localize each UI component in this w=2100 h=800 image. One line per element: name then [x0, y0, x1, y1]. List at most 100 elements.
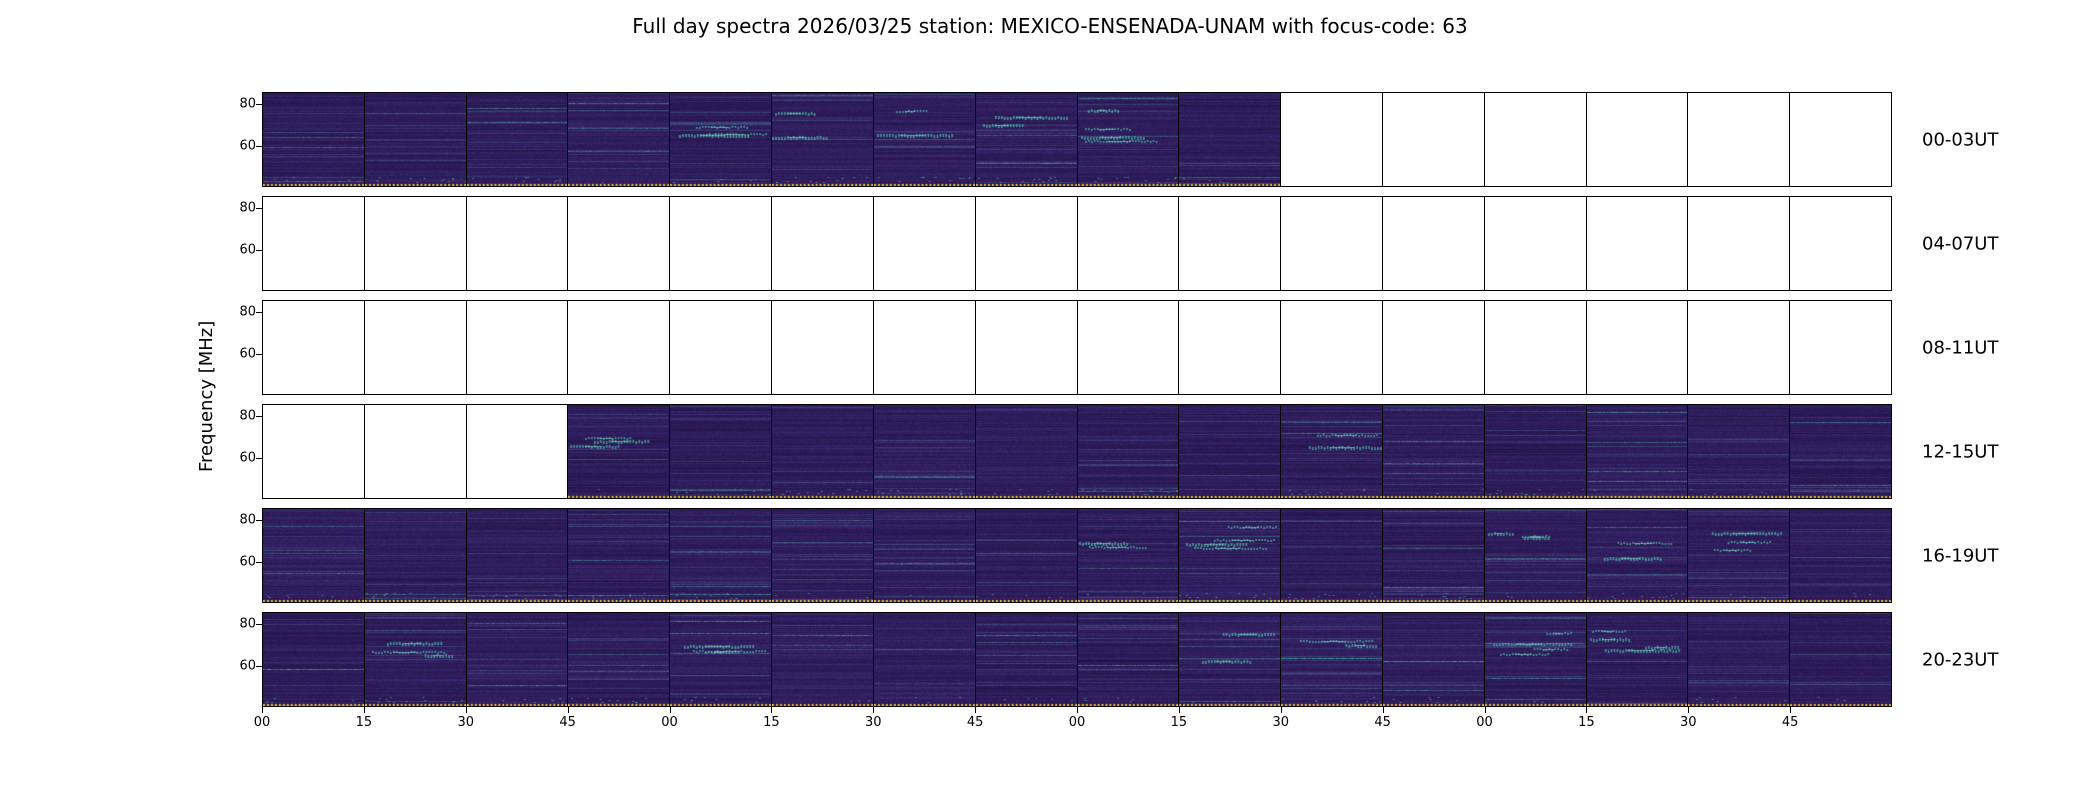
empty-panel [1790, 197, 1891, 290]
x-tick-mark [1077, 707, 1078, 713]
spectrogram-panel [975, 509, 1078, 602]
x-tick-mark [1688, 707, 1690, 713]
spectrogram-canvas [975, 613, 1077, 706]
spectrogram-panel [568, 613, 671, 706]
spectrogram-canvas [1484, 509, 1586, 602]
spectrogram-canvas [873, 93, 975, 186]
spectrogram-panel [1281, 509, 1383, 602]
empty-panel [1382, 93, 1485, 186]
row-label: 16-19UT [1922, 545, 1999, 566]
spectrogram-canvas [568, 613, 670, 706]
spectrogram-canvas [1179, 509, 1281, 602]
y-tick-mark [256, 103, 262, 105]
empty-panel [873, 301, 976, 394]
y-tick-label: 80 [239, 616, 256, 632]
spectrogram-canvas [1688, 613, 1790, 706]
spectrogram-panel [1484, 613, 1587, 706]
spectrogram-canvas [1179, 405, 1281, 498]
x-tick-label: 30 [1679, 715, 1697, 730]
empty-panel [1382, 197, 1485, 290]
spectrogram-panel [772, 509, 874, 602]
x-tick-label: 15 [1578, 715, 1595, 730]
spectrogram-panel [1790, 405, 1891, 498]
empty-panel [466, 197, 569, 290]
spectrogram-canvas [873, 405, 975, 498]
y-tick-label: 60 [239, 658, 256, 674]
spectrogram-panel [466, 93, 569, 186]
spectrogram-panel [670, 613, 773, 706]
x-tick-label: 30 [1272, 715, 1290, 730]
spectrogram-panel [263, 509, 365, 602]
spectrogram-panel [1077, 405, 1180, 498]
spectrogram-canvas [1179, 613, 1281, 706]
spectrogram-canvas [1077, 613, 1179, 706]
x-tick-mark [363, 707, 365, 713]
spectrogram-canvas [1179, 93, 1281, 186]
empty-panel [975, 301, 1078, 394]
spectrogram-canvas [975, 93, 1077, 186]
y-tick-mark [256, 458, 262, 460]
empty-panel [1688, 197, 1791, 290]
spectrogram-canvas [466, 509, 568, 602]
spectra-row-00-03UT [262, 92, 1892, 187]
empty-panel [466, 301, 569, 394]
spectrogram-canvas [772, 405, 873, 498]
empty-panel [873, 197, 976, 290]
empty-panel [568, 197, 671, 290]
x-tick-mark [1790, 707, 1792, 713]
x-tick-label: 15 [1170, 715, 1188, 730]
spectrogram-panel [263, 613, 365, 706]
empty-panel [1484, 93, 1587, 186]
empty-panel [1790, 93, 1891, 186]
spectrogram-panel [1688, 613, 1791, 706]
empty-panel [1484, 197, 1587, 290]
empty-panel [263, 197, 365, 290]
spectrogram-panel [466, 613, 569, 706]
spectrogram-panel [1688, 405, 1791, 498]
empty-panel [1586, 93, 1689, 186]
x-tick-mark [262, 707, 263, 713]
spectrogram-canvas [1586, 405, 1688, 498]
spectrogram-panel [873, 93, 976, 186]
empty-panel [568, 301, 671, 394]
spectrogram-panel [364, 509, 467, 602]
spectrogram-canvas [1790, 405, 1891, 498]
spectrogram-panel [1484, 405, 1587, 498]
y-tick-label: 60 [239, 554, 256, 570]
spectrogram-canvas [772, 93, 873, 186]
spectra-row-16-19UT [262, 508, 1892, 603]
spectrogram-canvas [975, 405, 1077, 498]
spectrogram-canvas [1484, 613, 1586, 706]
y-tick-mark [256, 666, 262, 668]
x-tick-label: 45 [1781, 715, 1799, 730]
spectrogram-panel [568, 405, 671, 498]
spectrogram-panel [1382, 509, 1485, 602]
spectrogram-canvas [1790, 509, 1891, 602]
y-tick-mark [256, 519, 262, 521]
spectrogram-canvas [568, 93, 670, 186]
y-tick-mark [256, 207, 262, 209]
spectrogram-panel [1179, 405, 1282, 498]
y-tick-mark [256, 311, 262, 313]
spectrogram-panel [1382, 405, 1485, 498]
y-tick-label: 80 [239, 304, 256, 320]
spectrogram-canvas [364, 93, 466, 186]
x-tick-label: 45 [559, 715, 576, 730]
spectrogram-panel [1281, 405, 1383, 498]
spectrogram-canvas [873, 613, 975, 706]
spectrogram-panel [1077, 93, 1180, 186]
spectrogram-canvas [1586, 509, 1688, 602]
spectrogram-canvas [1077, 509, 1179, 602]
spectrogram-canvas [670, 93, 772, 186]
x-tick-label: 00 [661, 715, 678, 730]
spectrogram-panel [1179, 93, 1282, 186]
spectrogram-panel [975, 405, 1078, 498]
y-tick-label: 80 [239, 512, 256, 528]
spectrogram-panel [772, 405, 874, 498]
x-tick-mark [1484, 707, 1486, 713]
spectrogram-canvas [873, 509, 975, 602]
spectrogram-panel [975, 613, 1078, 706]
x-tick-label: 30 [864, 715, 882, 730]
spectrogram-canvas [1281, 613, 1382, 706]
spectrogram-panel [1688, 509, 1791, 602]
